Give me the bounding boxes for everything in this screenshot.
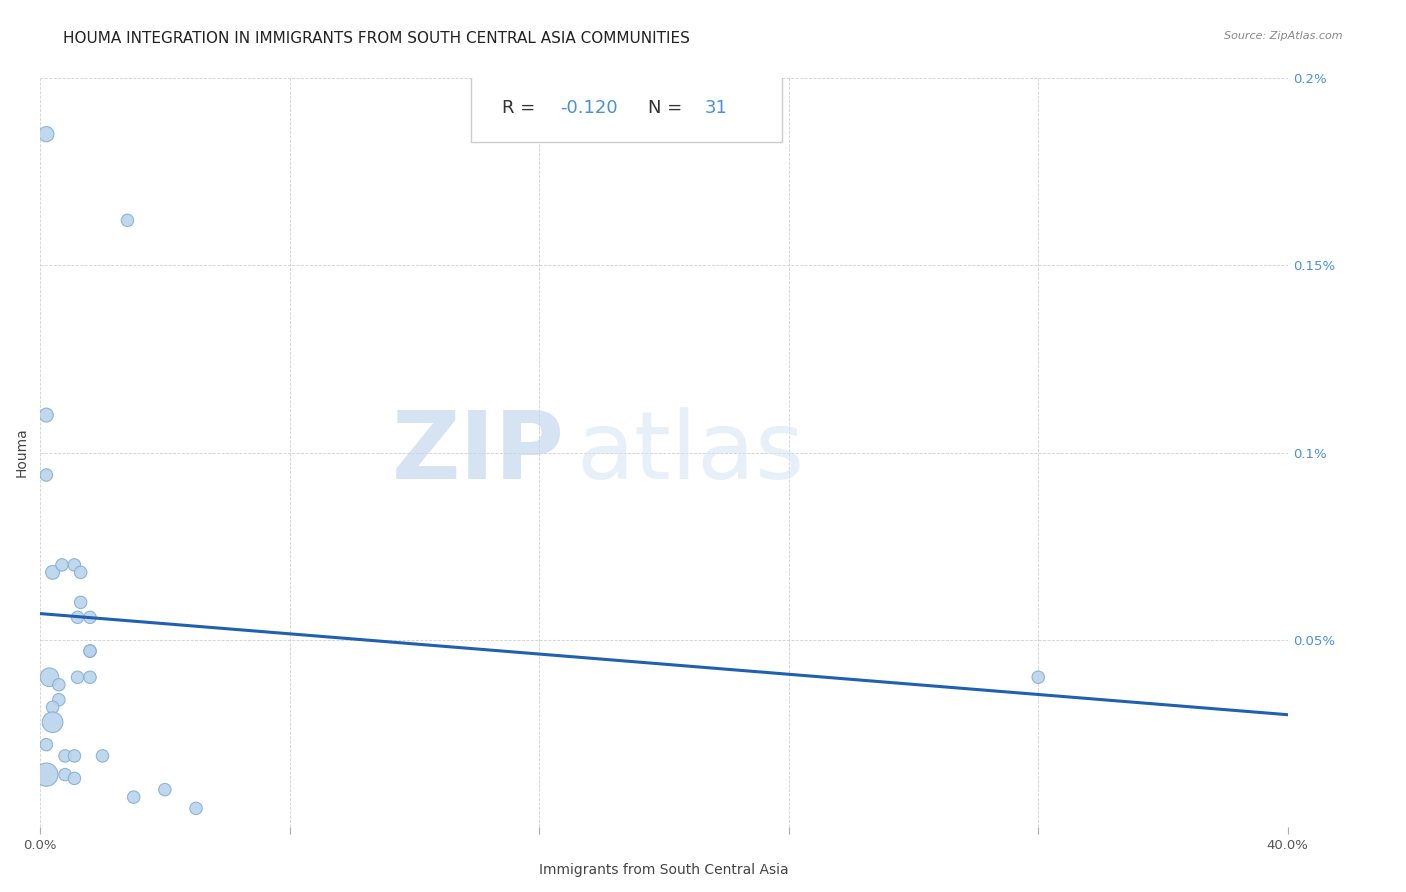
Point	[53, 748, 76, 763]
Point	[35, 127, 58, 141]
Point	[63, 558, 86, 572]
Text: Source: ZipAtlas.com: Source: ZipAtlas.com	[1225, 31, 1343, 41]
Text: R =: R =	[502, 99, 541, 117]
Point	[35, 468, 58, 483]
Point	[184, 801, 207, 815]
Point	[41, 566, 63, 580]
Text: atlas: atlas	[576, 407, 804, 499]
Point	[66, 610, 89, 624]
FancyBboxPatch shape	[471, 74, 783, 142]
Point	[41, 715, 63, 730]
Point	[35, 408, 58, 422]
Point	[41, 700, 63, 714]
Point	[48, 692, 70, 706]
X-axis label: Immigrants from South Central Asia: Immigrants from South Central Asia	[538, 863, 789, 877]
Text: HOUMA INTEGRATION IN IMMIGRANTS FROM SOUTH CENTRAL ASIA COMMUNITIES: HOUMA INTEGRATION IN IMMIGRANTS FROM SOU…	[63, 31, 690, 46]
Point	[117, 213, 139, 227]
Point	[79, 670, 101, 684]
Text: 31: 31	[706, 99, 728, 117]
Point	[38, 670, 60, 684]
Point	[53, 767, 76, 781]
Point	[35, 738, 58, 752]
Point	[79, 644, 101, 658]
Point	[48, 678, 70, 692]
Point	[79, 644, 101, 658]
Point	[79, 610, 101, 624]
Text: N =: N =	[648, 99, 688, 117]
Text: ZIP: ZIP	[391, 407, 564, 499]
Point	[51, 558, 73, 572]
Point	[63, 748, 86, 763]
Text: -0.120: -0.120	[561, 99, 619, 117]
Point	[35, 767, 58, 781]
Point	[1026, 670, 1049, 684]
Point	[69, 566, 91, 580]
Y-axis label: Houma: Houma	[15, 427, 30, 477]
Point	[66, 670, 89, 684]
Point	[63, 772, 86, 786]
Point	[91, 748, 114, 763]
Point	[69, 595, 91, 609]
Point	[122, 790, 145, 805]
Point	[153, 782, 176, 797]
